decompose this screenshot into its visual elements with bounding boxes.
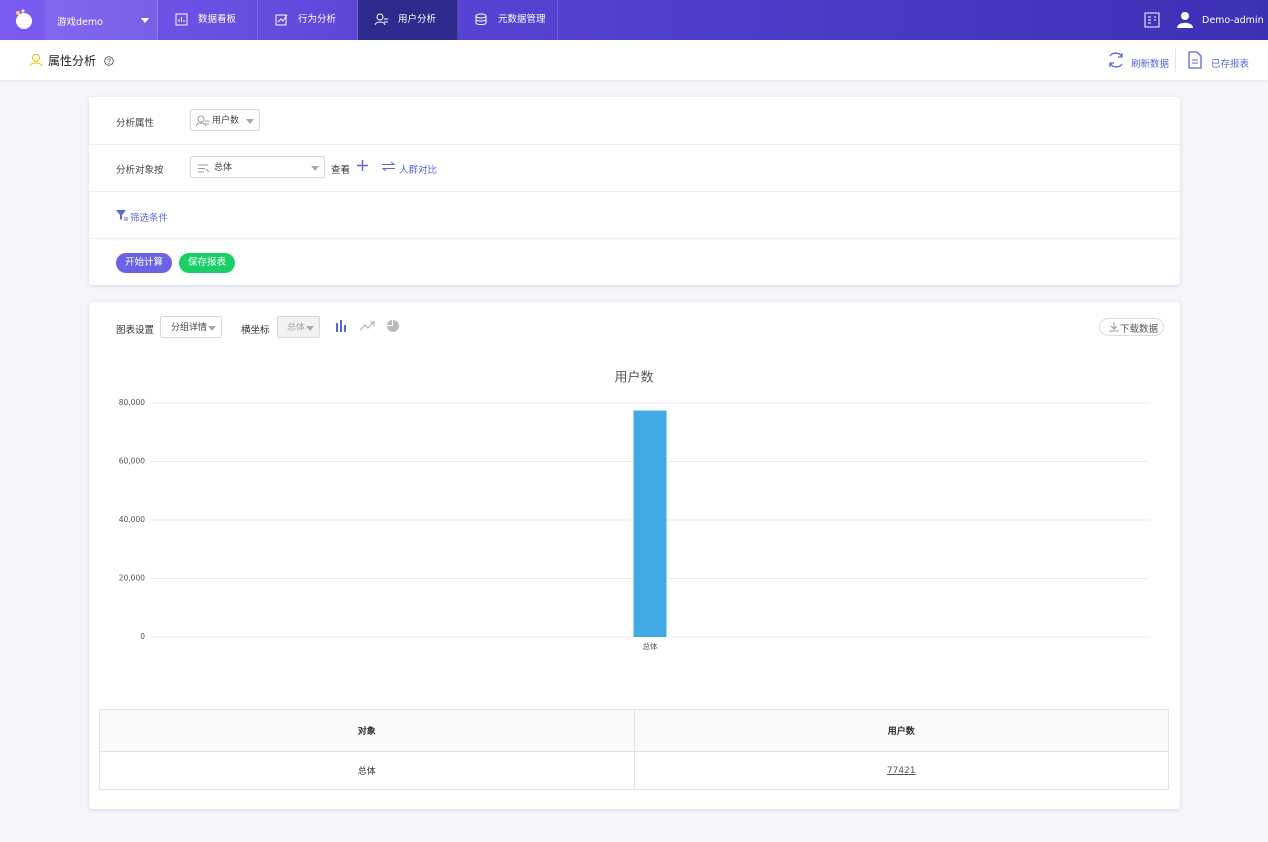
query-panel: 分析属性 用户数 分析对象按 总体 查看 人群对比 筛选条件 开始计算 保存报表 <box>89 97 1180 285</box>
nav-tab[interactable]: 元数据管理 <box>458 0 558 40</box>
table-row: 总体 77421 <box>99 751 1169 790</box>
pie-chart-icon[interactable] <box>387 320 399 332</box>
user-name[interactable]: Demo-admin <box>1202 15 1264 26</box>
tab-label: 行为分析 <box>298 14 337 25</box>
attribute-select[interactable]: 用户数 <box>190 109 260 131</box>
select-value: 总体 <box>214 163 233 173</box>
nav-tab-active[interactable]: 用户分析 <box>358 0 458 40</box>
top-nav: 游戏demo 数据看板 行为分析 用户分析 元数据管理 Demo-admin <box>0 0 1268 40</box>
cell-link[interactable]: 77421 <box>633 751 1169 790</box>
y-tick-label: 20,000 <box>119 574 145 583</box>
icon <box>30 54 43 67</box>
icon <box>196 115 209 127</box>
x-tick-label: 总体 <box>643 641 658 651</box>
field-label: 分析对象按 <box>116 165 164 176</box>
line-chart-icon[interactable] <box>360 321 375 331</box>
saved-reports-button[interactable]: 已存报表 <box>1211 59 1250 70</box>
mode-select[interactable]: 分组详情 <box>160 316 222 338</box>
save-report-button[interactable]: 保存报表 <box>179 253 235 273</box>
report-icon[interactable] <box>1188 51 1202 69</box>
cell: 总体 <box>99 751 635 790</box>
nav-tab[interactable]: 数据看板 <box>158 0 258 40</box>
select-value: 总体 <box>287 323 306 333</box>
query-row: 筛选条件 <box>89 191 1180 239</box>
nav-tab[interactable]: 行为分析 <box>258 0 358 40</box>
icon <box>1109 322 1119 332</box>
icon <box>198 164 210 173</box>
help-icon[interactable] <box>104 56 114 66</box>
add-icon[interactable] <box>357 160 368 171</box>
user-icon[interactable] <box>1177 11 1193 28</box>
select-value: 分组详情 <box>171 323 208 333</box>
group-select[interactable]: 总体 <box>190 156 325 178</box>
icon <box>275 14 288 26</box>
logo <box>16 9 32 29</box>
y-tick-label: 80,000 <box>119 398 145 407</box>
caret <box>311 166 319 171</box>
view-label: 查看 <box>331 165 351 176</box>
download-button[interactable]: 下载数据 <box>1099 318 1164 336</box>
page-header: 属性分析 刷新数据 已存报表 <box>0 40 1268 80</box>
table-header: 对象 用户数 <box>99 709 1169 752</box>
y-tick-label: 60,000 <box>119 457 145 466</box>
tab-label: 用户分析 <box>398 14 437 25</box>
project-select[interactable]: 游戏demo <box>45 0 158 40</box>
header-cell: 对象 <box>99 709 635 752</box>
download-label: 下载数据 <box>1120 324 1159 335</box>
caret <box>306 326 314 331</box>
help-doc-icon[interactable] <box>1144 12 1160 28</box>
filter-icon <box>116 210 128 221</box>
chart-panel: 图表设置 分组详情 横坐标 总体 下载数据 用户数 0 20,000 40,000 6… <box>89 302 1180 809</box>
select-value: 用户数 <box>212 116 240 126</box>
field-label: 分析属性 <box>116 118 155 129</box>
xaxis-select[interactable]: 总体 <box>277 316 320 338</box>
chart-title: 用户数 <box>614 370 653 386</box>
query-row: 分析属性 用户数 <box>89 97 1180 145</box>
table: 对象 用户数 总体 77421 <box>99 709 1169 790</box>
page-title: 属性分析 <box>48 54 97 68</box>
xaxis-label: 横坐标 <box>241 325 270 336</box>
query-row: 分析对象按 总体 查看 人群对比 <box>89 144 1180 192</box>
calculate-button[interactable]: 开始计算 <box>116 253 172 273</box>
caret <box>141 18 149 23</box>
header-cell: 用户数 <box>633 709 1169 752</box>
compare-icon[interactable] <box>382 162 395 171</box>
y-tick-label: 0 <box>140 632 145 641</box>
y-tick-label: 40,000 <box>119 515 145 524</box>
divider <box>1175 48 1176 72</box>
icon <box>475 13 487 25</box>
bar <box>633 410 667 637</box>
chart: 用户数 0 20,000 40,000 60,000 80,000 总体 <box>119 370 1150 651</box>
icon <box>375 13 388 26</box>
tab-label: 元数据管理 <box>498 14 546 25</box>
icon <box>175 13 188 26</box>
caret <box>246 119 254 124</box>
bar-chart-icon[interactable] <box>335 320 348 332</box>
settings-label: 图表设置 <box>116 325 155 336</box>
data-table: 对象 用户数 总体 77421 <box>99 709 1169 790</box>
caret <box>208 326 216 331</box>
refresh-icon[interactable] <box>1107 51 1125 69</box>
project-name: 游戏demo <box>57 17 103 28</box>
tab-label: 数据看板 <box>198 14 237 25</box>
filter-button[interactable]: 筛选条件 <box>130 213 169 224</box>
refresh-button[interactable]: 刷新数据 <box>1131 59 1170 70</box>
compare-button[interactable]: 人群对比 <box>399 165 438 176</box>
